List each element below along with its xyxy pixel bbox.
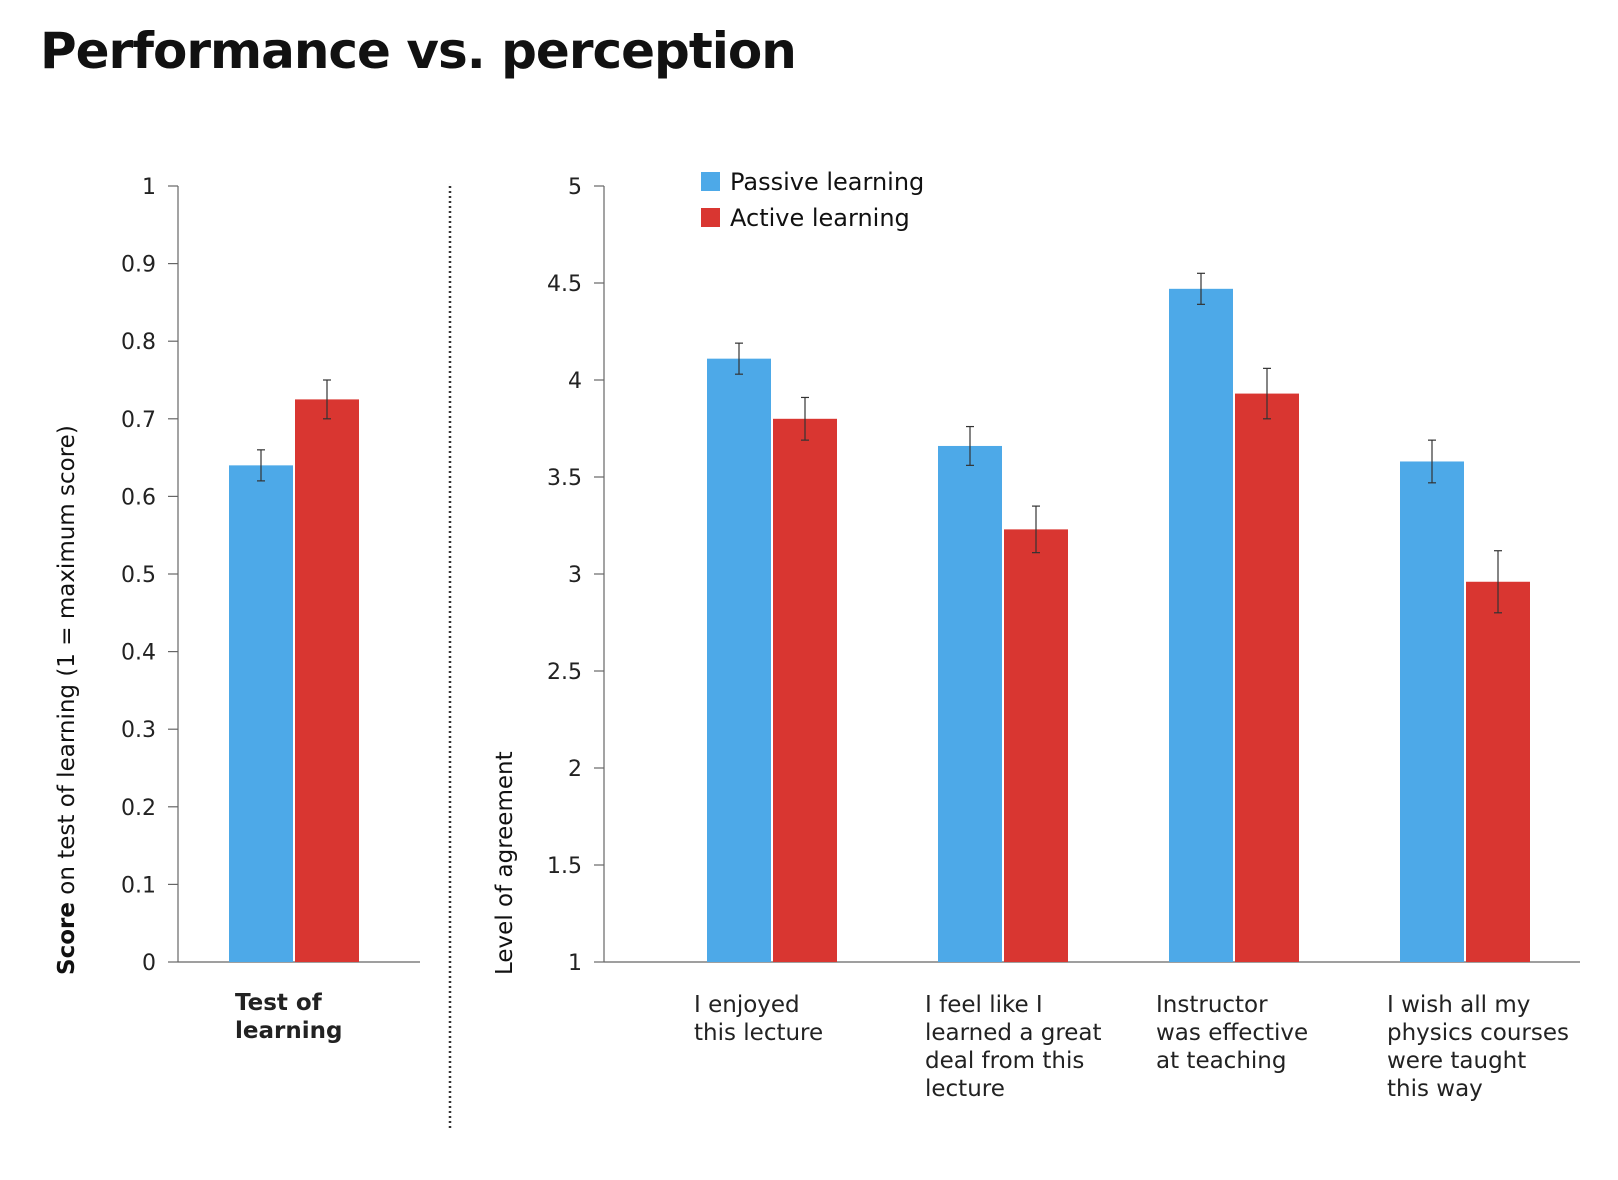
y-tick-label: 0.5 (121, 563, 156, 588)
y-tick-label: 2.5 (547, 660, 582, 685)
test-score-chart: 0 0.1 0.2 0.3 0.4 0.5 0.6 0.7 0.8 0.9 1 Test of lear… (54, 175, 420, 1044)
category-label: Instructor was effective at teaching (1156, 992, 1308, 1074)
category-label: I enjoyed this lecture (694, 992, 823, 1046)
active-bar (1235, 393, 1299, 963)
legend-label: Passive learning (730, 168, 924, 196)
y-axis-title: Score on test of learning (1 = maximum s… (54, 425, 80, 975)
legend-label: Active learning (730, 204, 910, 232)
y-tick-label: 2 (568, 757, 582, 782)
y-tick-label: 1 (142, 175, 156, 200)
y-tick-label: 3 (568, 563, 582, 588)
y-tick-label: 1.5 (547, 854, 582, 879)
y-tick-label: 4.5 (547, 272, 582, 297)
y-tick-label: 0.6 (121, 485, 156, 510)
y-tick-label: 0.3 (121, 718, 156, 743)
legend: Passive learning Active learning (701, 168, 924, 232)
y-tick-label: 0.2 (121, 796, 156, 821)
page-title: Performance vs. perception (40, 22, 797, 80)
y-tick-label: 5 (568, 175, 582, 200)
y-axis-title: Level of agreement (492, 751, 518, 975)
active-bar (1004, 529, 1068, 962)
y-tick-label: 0 (142, 951, 156, 976)
y-tick-label: 0.4 (121, 641, 156, 666)
legend-swatch (701, 208, 720, 227)
passive-bar (229, 465, 293, 962)
active-bar (295, 399, 359, 962)
y-tick-label: 0.7 (121, 408, 156, 433)
active-bar (1466, 581, 1530, 962)
y-tick-label: 0.1 (121, 873, 156, 898)
passive-bar (938, 445, 1002, 963)
category-label: Test of learning (235, 990, 342, 1044)
passive-bar (1169, 288, 1233, 962)
y-tick-label: 0.9 (121, 253, 156, 278)
y-tick-label: 3.5 (547, 466, 582, 491)
agreement-chart: 1 1.5 2 2.5 3 3.5 4 4.5 5 I enjoyed this lecture I … (492, 175, 1580, 1102)
legend-swatch (701, 172, 720, 191)
y-tick-label: 0.8 (121, 330, 156, 355)
passive-bar (1400, 461, 1464, 962)
active-bar (773, 418, 837, 962)
y-tick-label: 4 (568, 369, 582, 394)
category-label: I wish all my physics courses were taught t… (1387, 992, 1569, 1102)
y-tick-label: 1 (568, 951, 582, 976)
passive-bar (707, 358, 771, 962)
